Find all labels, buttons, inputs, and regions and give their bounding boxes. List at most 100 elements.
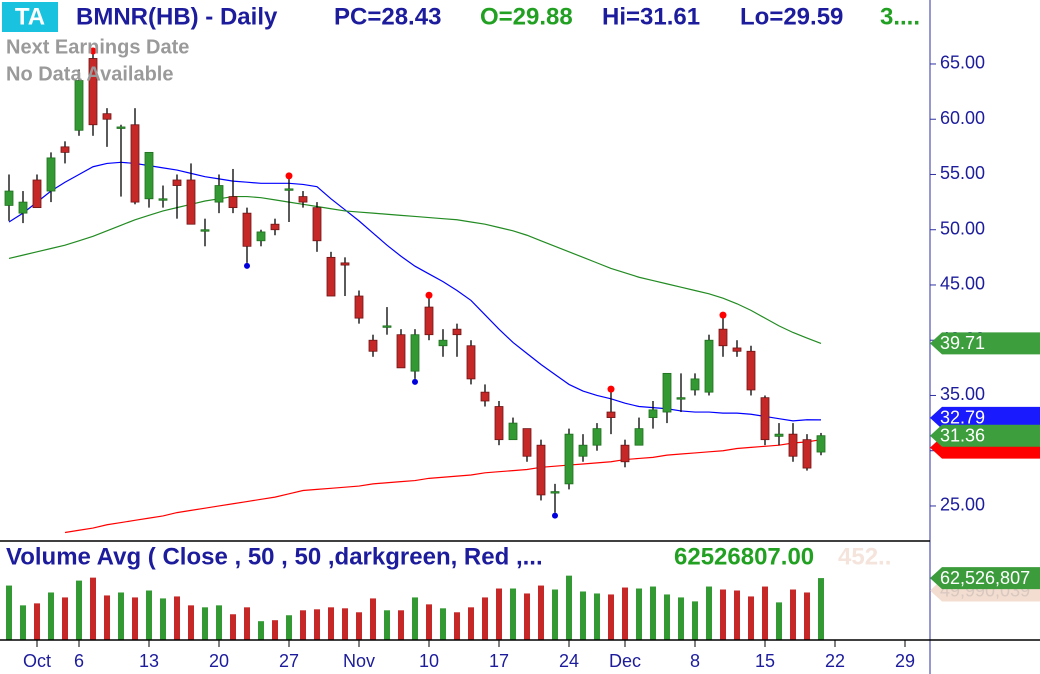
- volume-legend-value: 62526807.00: [674, 543, 814, 570]
- candle-body: [662, 372, 672, 413]
- candle-body: [270, 223, 280, 231]
- candle-body: [704, 339, 714, 393]
- candle-body: [242, 212, 252, 247]
- candle-body: [284, 188, 294, 191]
- high-marker: [425, 291, 433, 299]
- volume-bar: [804, 592, 810, 640]
- candle-body: [326, 256, 336, 297]
- y-tick-label: 65.00: [940, 53, 985, 73]
- volume-bar: [524, 593, 530, 640]
- volume-bar: [202, 607, 208, 640]
- candle-body: [74, 80, 84, 131]
- volume-bar: [132, 597, 138, 640]
- candle-body: [466, 345, 476, 380]
- volume-bar: [286, 615, 292, 640]
- high-marker: [89, 47, 97, 55]
- volume-bar: [258, 621, 264, 640]
- candle-body: [718, 328, 728, 347]
- volume-bar: [692, 601, 698, 640]
- volume-bar: [552, 589, 558, 640]
- volume-bar: [790, 589, 796, 640]
- volume-bar: [160, 598, 166, 640]
- candle-body: [60, 146, 70, 153]
- candle-body: [522, 428, 532, 457]
- volume-bar: [608, 594, 614, 640]
- x-tick-label: 15: [755, 651, 775, 671]
- x-tick-label: 22: [825, 651, 845, 671]
- volume-bar: [580, 591, 586, 640]
- volume-bar: [328, 607, 334, 640]
- blue-ma-tag: 32.79: [940, 408, 985, 428]
- y-tick-label: 60.00: [940, 108, 985, 128]
- volume-bar: [748, 596, 754, 640]
- volume-bar: [104, 595, 110, 640]
- volume-bar: [426, 604, 432, 640]
- volume-bar: [356, 612, 362, 640]
- volume-bar: [314, 609, 320, 640]
- volume-bar: [6, 585, 12, 640]
- candle-body: [606, 411, 616, 418]
- volume-tag-box: [930, 567, 1040, 590]
- volume-bar: [496, 588, 502, 640]
- volume-bar: [216, 605, 222, 640]
- green-ma-tag: 39.71: [940, 333, 985, 353]
- volume-bar: [76, 580, 82, 640]
- volume-bar: [594, 593, 600, 640]
- candle-body: [802, 439, 812, 469]
- volume-bar: [720, 589, 726, 640]
- y-tick-label: 45.00: [940, 274, 985, 294]
- x-tick-label: Oct: [23, 651, 51, 671]
- volume-tag: 62,526,807: [940, 568, 1030, 588]
- candle-body: [18, 201, 28, 214]
- volume-bar: [342, 608, 348, 640]
- candle-body: [298, 196, 308, 203]
- volume-bar: [272, 620, 278, 640]
- volume-bar: [230, 614, 236, 640]
- volume-bar: [454, 612, 460, 640]
- volume-bar: [300, 610, 306, 640]
- title: BMNR(HB) - Daily: [76, 3, 278, 30]
- volume-bar: [622, 587, 628, 640]
- candle-body: [116, 126, 126, 129]
- volume-bar: [762, 586, 768, 640]
- close-tag: 31.36: [940, 425, 985, 445]
- y-tick-label: 25.00: [940, 495, 985, 515]
- high-marker: [285, 172, 293, 180]
- volume-bar: [636, 588, 642, 640]
- candle-body: [368, 339, 378, 352]
- candle-body: [438, 339, 448, 347]
- candle-body: [410, 334, 420, 372]
- volume-bar: [482, 597, 488, 640]
- y-tick-label: 50.00: [940, 218, 985, 238]
- volume-bar: [118, 592, 124, 640]
- volume-bar: [48, 592, 54, 640]
- candle-body: [536, 444, 546, 496]
- candle-body: [144, 151, 154, 200]
- x-tick-label: 10: [419, 651, 439, 671]
- volume-bar: [146, 590, 152, 640]
- candle-body: [690, 378, 700, 391]
- volume-bar: [90, 577, 96, 640]
- more-values: 3....: [880, 3, 920, 30]
- candle-body: [452, 328, 462, 336]
- candle-body: [732, 347, 742, 352]
- candle-body: [760, 397, 770, 441]
- candle-body: [424, 306, 434, 336]
- volume-bar: [818, 578, 824, 640]
- volume-bar: [440, 608, 446, 640]
- volume-bar: [650, 586, 656, 640]
- candle-body: [634, 428, 644, 446]
- candle-body: [816, 435, 826, 453]
- x-tick-label: 8: [690, 651, 700, 671]
- candle-body: [774, 433, 784, 437]
- volume-bar: [706, 586, 712, 640]
- x-tick-label: 20: [209, 651, 229, 671]
- volume-bar: [188, 605, 194, 640]
- green-ma-tag-box: [930, 332, 1040, 355]
- candle-body: [564, 433, 574, 485]
- x-tick-label: 6: [74, 651, 84, 671]
- volume-bar: [398, 610, 404, 640]
- volume-bar: [776, 602, 782, 640]
- candle-body: [172, 179, 182, 186]
